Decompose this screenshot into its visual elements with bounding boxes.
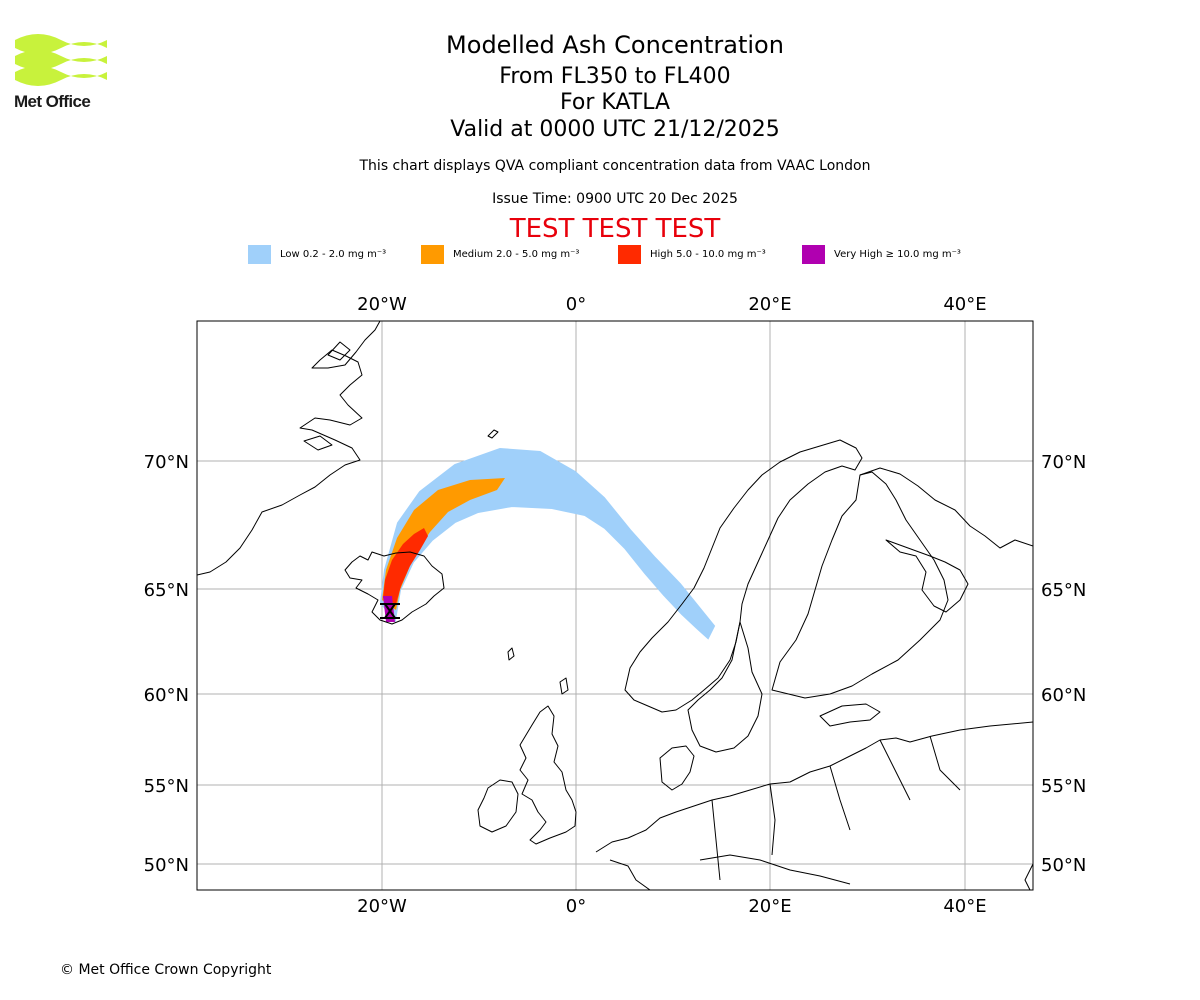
coastline-denmark xyxy=(659,745,695,791)
lon-label-bottom-20w: 20°W xyxy=(357,896,407,917)
legend-label-high: High 5.0 - 10.0 mg m⁻³ xyxy=(650,248,766,260)
legend-item-very-high: Very High ≥ 10.0 mg m⁻³ xyxy=(802,244,961,264)
coastline-continent xyxy=(595,721,1033,853)
copyright-footer: © Met Office Crown Copyright xyxy=(60,962,272,978)
chart-description: This chart displays QVA compliant concen… xyxy=(359,158,871,174)
legend-swatch-very-high xyxy=(802,244,825,264)
ash-plume-low xyxy=(379,447,716,640)
chart-title: Modelled Ash Concentration xyxy=(446,31,784,59)
legend-swatch-low xyxy=(248,244,271,264)
map-frame xyxy=(196,320,1034,891)
met-office-logo xyxy=(15,34,107,86)
coastline-finland xyxy=(771,471,949,699)
issue-time: Issue Time: 0900 UTC 20 Dec 2025 xyxy=(492,191,738,207)
valid-time: Valid at 0000 UTC 21/12/2025 xyxy=(450,117,780,142)
coastline-norway xyxy=(624,439,863,713)
lat-label-right-65n: 65°N xyxy=(1041,580,1086,601)
lat-label-right-60n: 60°N xyxy=(1041,685,1086,706)
lat-label-left-65n: 65°N xyxy=(144,580,189,601)
coastline-sweden xyxy=(687,621,763,753)
legend-item-high: High 5.0 - 10.0 mg m⁻³ xyxy=(618,244,766,264)
lat-label-left-55n: 55°N xyxy=(144,776,189,797)
volcano-name: For KATLA xyxy=(560,90,670,115)
lat-label-right-70n: 70°N xyxy=(1041,452,1086,473)
legend-label-low: Low 0.2 - 2.0 mg m⁻³ xyxy=(280,248,387,260)
lat-label-right-55n: 55°N xyxy=(1041,776,1086,797)
legend-item-low: Low 0.2 - 2.0 mg m⁻³ xyxy=(248,244,386,264)
legend-label-very-high: Very High ≥ 10.0 mg m⁻³ xyxy=(834,248,961,260)
legend-swatch-high xyxy=(618,244,641,264)
lat-label-right-50n: 50°N xyxy=(1041,855,1086,876)
coastline-iceland xyxy=(344,551,445,625)
map-area xyxy=(197,321,1033,890)
lon-label-top-40e: 40°E xyxy=(943,294,986,315)
lon-label-bottom-0: 0° xyxy=(566,896,586,917)
ash-plume-high xyxy=(383,528,428,604)
lon-label-top-20w: 20°W xyxy=(357,294,407,315)
volcano-icon xyxy=(380,603,400,619)
coastline-great-britain xyxy=(519,705,577,845)
lat-label-left-70n: 70°N xyxy=(144,452,189,473)
flight-level-range: From FL350 to FL400 xyxy=(499,64,731,89)
lon-label-top-0: 0° xyxy=(566,294,586,315)
lat-label-left-60n: 60°N xyxy=(144,685,189,706)
met-office-logo-text: Met Office xyxy=(14,92,91,111)
lon-label-bottom-20e: 20°E xyxy=(748,896,791,917)
map-gridlines xyxy=(197,321,1033,890)
legend-swatch-medium xyxy=(421,244,444,264)
coastline-ireland xyxy=(477,779,519,833)
test-banner: TEST TEST TEST xyxy=(509,214,721,244)
coastlines xyxy=(197,321,1033,890)
lon-label-top-20e: 20°E xyxy=(748,294,791,315)
legend-label-medium: Medium 2.0 - 5.0 mg m⁻³ xyxy=(453,248,580,260)
lat-label-left-50n: 50°N xyxy=(144,855,189,876)
lon-label-bottom-40e: 40°E xyxy=(943,896,986,917)
legend-item-medium: Medium 2.0 - 5.0 mg m⁻³ xyxy=(421,244,579,264)
coastline-greenland xyxy=(197,321,381,576)
